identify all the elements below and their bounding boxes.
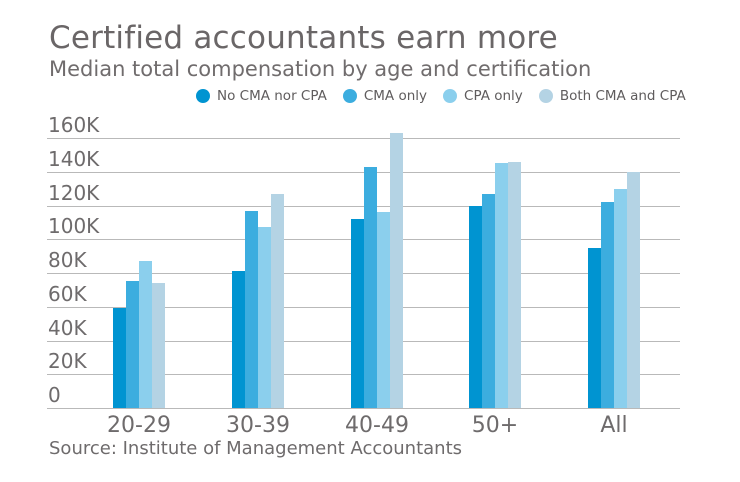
y-tick-label: 60K <box>48 281 87 306</box>
bar-cma-only-All <box>601 202 614 408</box>
y-tick-label: 0 <box>48 383 61 407</box>
bar-group-40-49 <box>351 132 403 408</box>
bar-group-50+ <box>469 161 521 408</box>
gridline <box>47 171 680 173</box>
bar-no-cma-nor-cpa-40-49 <box>351 219 364 408</box>
legend-item: Both CMA and CPA <box>538 88 686 104</box>
gridline <box>47 205 680 207</box>
bar-cma-only-30-39 <box>245 210 258 408</box>
bar-cpa-only-20-29 <box>139 261 152 408</box>
bar-both-cma-and-cpa-All <box>627 171 640 408</box>
bar-both-cma-and-cpa-20-29 <box>152 283 165 408</box>
legend-label: CPA only <box>464 88 523 104</box>
y-tick-label: 80K <box>48 248 87 272</box>
bar-cpa-only-50+ <box>495 163 508 408</box>
chart-subtitle: Median total compensation by age and cer… <box>49 57 592 81</box>
bar-group-30-39 <box>232 193 284 408</box>
bar-cpa-only-30-39 <box>258 227 271 408</box>
bar-no-cma-nor-cpa-30-39 <box>232 271 245 408</box>
gridline <box>47 138 680 139</box>
x-tick-label: 40-49 <box>345 413 409 438</box>
legend-label: CMA only <box>363 88 428 104</box>
legend-item: CPA only <box>443 88 523 104</box>
bar-no-cma-nor-cpa-20-29 <box>113 308 126 408</box>
legend-item: No CMA nor CPA <box>196 88 327 104</box>
y-tick-label: 20K <box>48 349 87 374</box>
source-note: Source: Institute of Management Accounta… <box>49 438 462 459</box>
y-tick-label: 40K <box>48 315 87 340</box>
bar-cpa-only-40-49 <box>377 212 390 408</box>
bar-group-20-29 <box>113 261 165 408</box>
bar-both-cma-and-cpa-40-49 <box>390 132 403 408</box>
y-tick-label: 100K <box>48 214 100 239</box>
y-tick-label: 120K <box>48 180 100 205</box>
chart-title: Certified accountants earn more <box>49 20 558 56</box>
bar-both-cma-and-cpa-30-39 <box>271 193 284 408</box>
x-axis-line <box>47 408 680 409</box>
y-tick-label: 140K <box>48 146 100 171</box>
legend-label: No CMA nor CPA <box>217 88 327 104</box>
legend-dot-icon <box>196 89 210 103</box>
bar-cma-only-40-49 <box>364 166 377 408</box>
bar-group-All <box>588 171 640 408</box>
legend-label: Both CMA and CPA <box>559 88 686 104</box>
plot-area: 0 20K 40K 60K 80K 100K 120K 140K 160K 20-29 30-39 4… <box>47 115 680 438</box>
x-tick-label: 50+ <box>471 413 519 438</box>
bar-cma-only-20-29 <box>126 281 139 408</box>
x-tick-label: All <box>600 413 628 438</box>
bar-no-cma-nor-cpa-All <box>588 247 601 408</box>
legend-dot-icon <box>538 89 553 103</box>
bar-cma-only-50+ <box>482 193 495 408</box>
legend-item: CMA only <box>342 88 428 104</box>
bar-both-cma-and-cpa-50+ <box>508 161 521 408</box>
legend: No CMA nor CPA CMA only CPA only Both CMA a… <box>196 88 686 104</box>
x-tick-label: 30-39 <box>226 413 290 438</box>
bar-cpa-only-All <box>614 188 627 408</box>
legend-dot-icon <box>342 89 357 103</box>
x-tick-label: 20-29 <box>107 413 171 438</box>
legend-dot-icon <box>443 89 458 103</box>
bar-no-cma-nor-cpa-50+ <box>469 205 482 408</box>
y-tick-label: 160K <box>48 113 100 137</box>
